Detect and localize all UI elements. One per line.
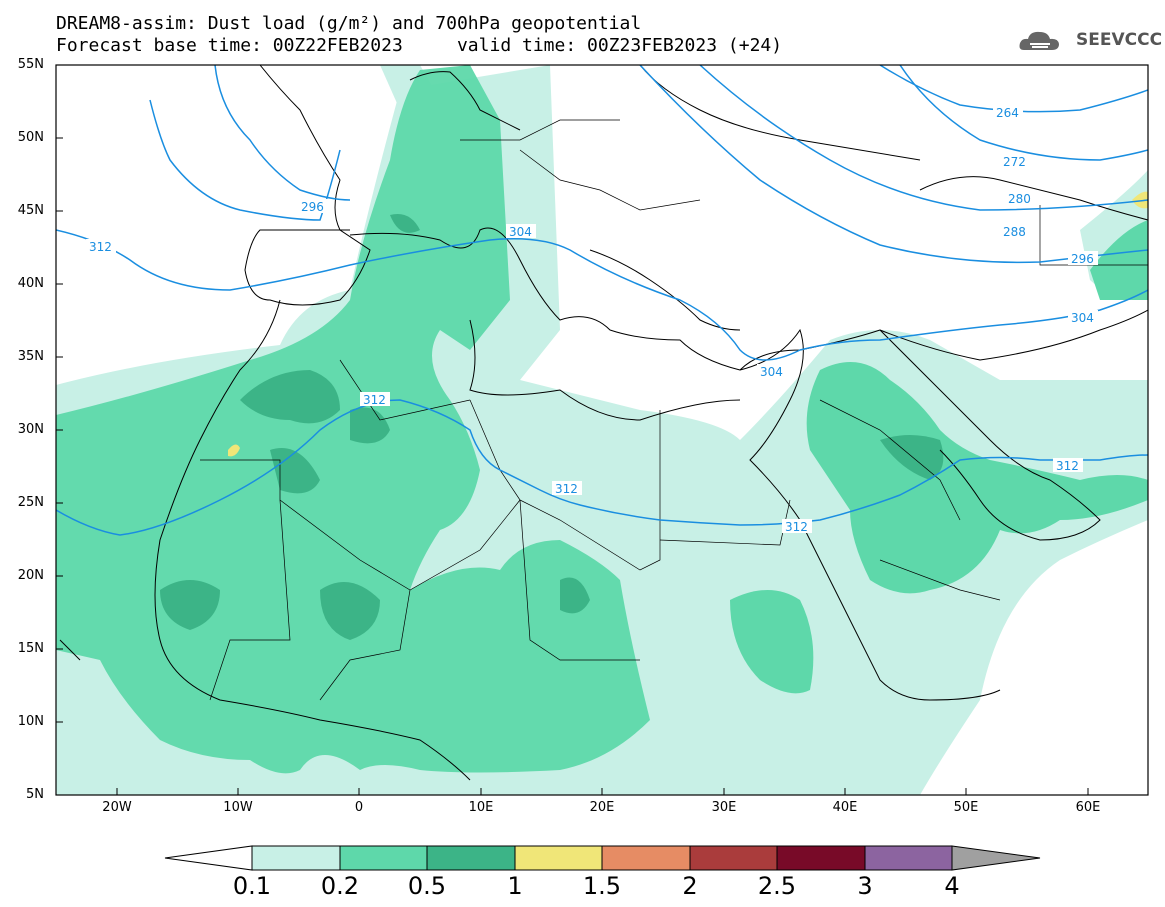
axis-ticks — [56, 64, 1089, 795]
contour-label: 296 — [301, 200, 324, 214]
contour-label: 264 — [996, 106, 1019, 120]
colorbar-label: 1.5 — [582, 872, 622, 900]
colorbar-label: 0.1 — [232, 872, 272, 900]
colorbar — [164, 845, 1041, 871]
lon-label: 20W — [102, 800, 132, 815]
lat-label: 10N — [17, 714, 44, 729]
lat-label: 35N — [17, 349, 44, 364]
map-title-line1: DREAM8-assim: Dust load (g/m²) and 700hP… — [56, 13, 642, 34]
colorbar-swatch — [252, 846, 340, 870]
dust-layer-high — [160, 214, 944, 640]
country-borders — [200, 119, 1148, 701]
lat-label: 30N — [17, 422, 44, 437]
contour-label: 296 — [1071, 252, 1094, 266]
contour-label: 312 — [785, 520, 808, 534]
lat-label: 20N — [17, 568, 44, 583]
colorbar-swatch — [515, 846, 602, 870]
colorbar-swatch — [340, 846, 427, 870]
contour-label: 312 — [1056, 459, 1079, 473]
colorbar-upper-arrow — [951, 845, 1041, 871]
logo-text: SEEVCCC — [1076, 30, 1163, 50]
lon-label: 20E — [589, 800, 615, 815]
cloud-logo-icon — [1019, 31, 1059, 50]
colorbar-swatch — [865, 846, 952, 870]
colorbar-label: 0.2 — [320, 872, 360, 900]
lat-label: 55N — [17, 57, 44, 72]
contour-labels: 264 272 280 288 296 296 304 304 304 312 … — [86, 105, 1098, 534]
lat-label: 50N — [17, 130, 44, 145]
lon-label: 10W — [223, 800, 253, 815]
map-title-line2: Forecast base time: 00Z22FEB2023 valid t… — [56, 35, 783, 56]
lon-label: 0 — [354, 800, 364, 815]
contour-label: 312 — [363, 393, 386, 407]
colorbar-label: 2.5 — [757, 872, 797, 900]
contour-label: 272 — [1003, 155, 1026, 169]
colorbar-swatch — [690, 846, 777, 870]
contour-label: 312 — [555, 482, 578, 496]
colorbar-label: 0.5 — [407, 872, 447, 900]
lat-label: 25N — [17, 495, 44, 510]
contour-label: 304 — [760, 365, 783, 379]
lat-label: 45N — [17, 203, 44, 218]
colorbar-label: 4 — [944, 872, 960, 900]
colorbar-swatch — [427, 846, 515, 870]
lon-label: 50E — [953, 800, 979, 815]
lat-label: 5N — [26, 787, 44, 802]
lat-label: 40N — [17, 276, 44, 291]
contour-label: 288 — [1003, 225, 1026, 239]
lon-label: 40E — [832, 800, 858, 815]
colorbar-label: 2 — [682, 872, 698, 900]
dust-layer-peak — [228, 191, 1148, 457]
contour-label: 304 — [509, 225, 532, 239]
colorbar-lower-arrow — [164, 845, 253, 871]
lon-label: 30E — [711, 800, 737, 815]
colorbar-label: 1 — [507, 872, 523, 900]
contour-label: 280 — [1008, 192, 1031, 206]
lon-label: 60E — [1075, 800, 1101, 815]
contour-label: 304 — [1071, 311, 1094, 325]
contour-label: 312 — [89, 240, 112, 254]
lon-label: 10E — [468, 800, 494, 815]
colorbar-swatch — [777, 846, 865, 870]
colorbar-label: 3 — [857, 872, 873, 900]
lat-label: 15N — [17, 641, 44, 656]
colorbar-swatch — [602, 846, 690, 870]
